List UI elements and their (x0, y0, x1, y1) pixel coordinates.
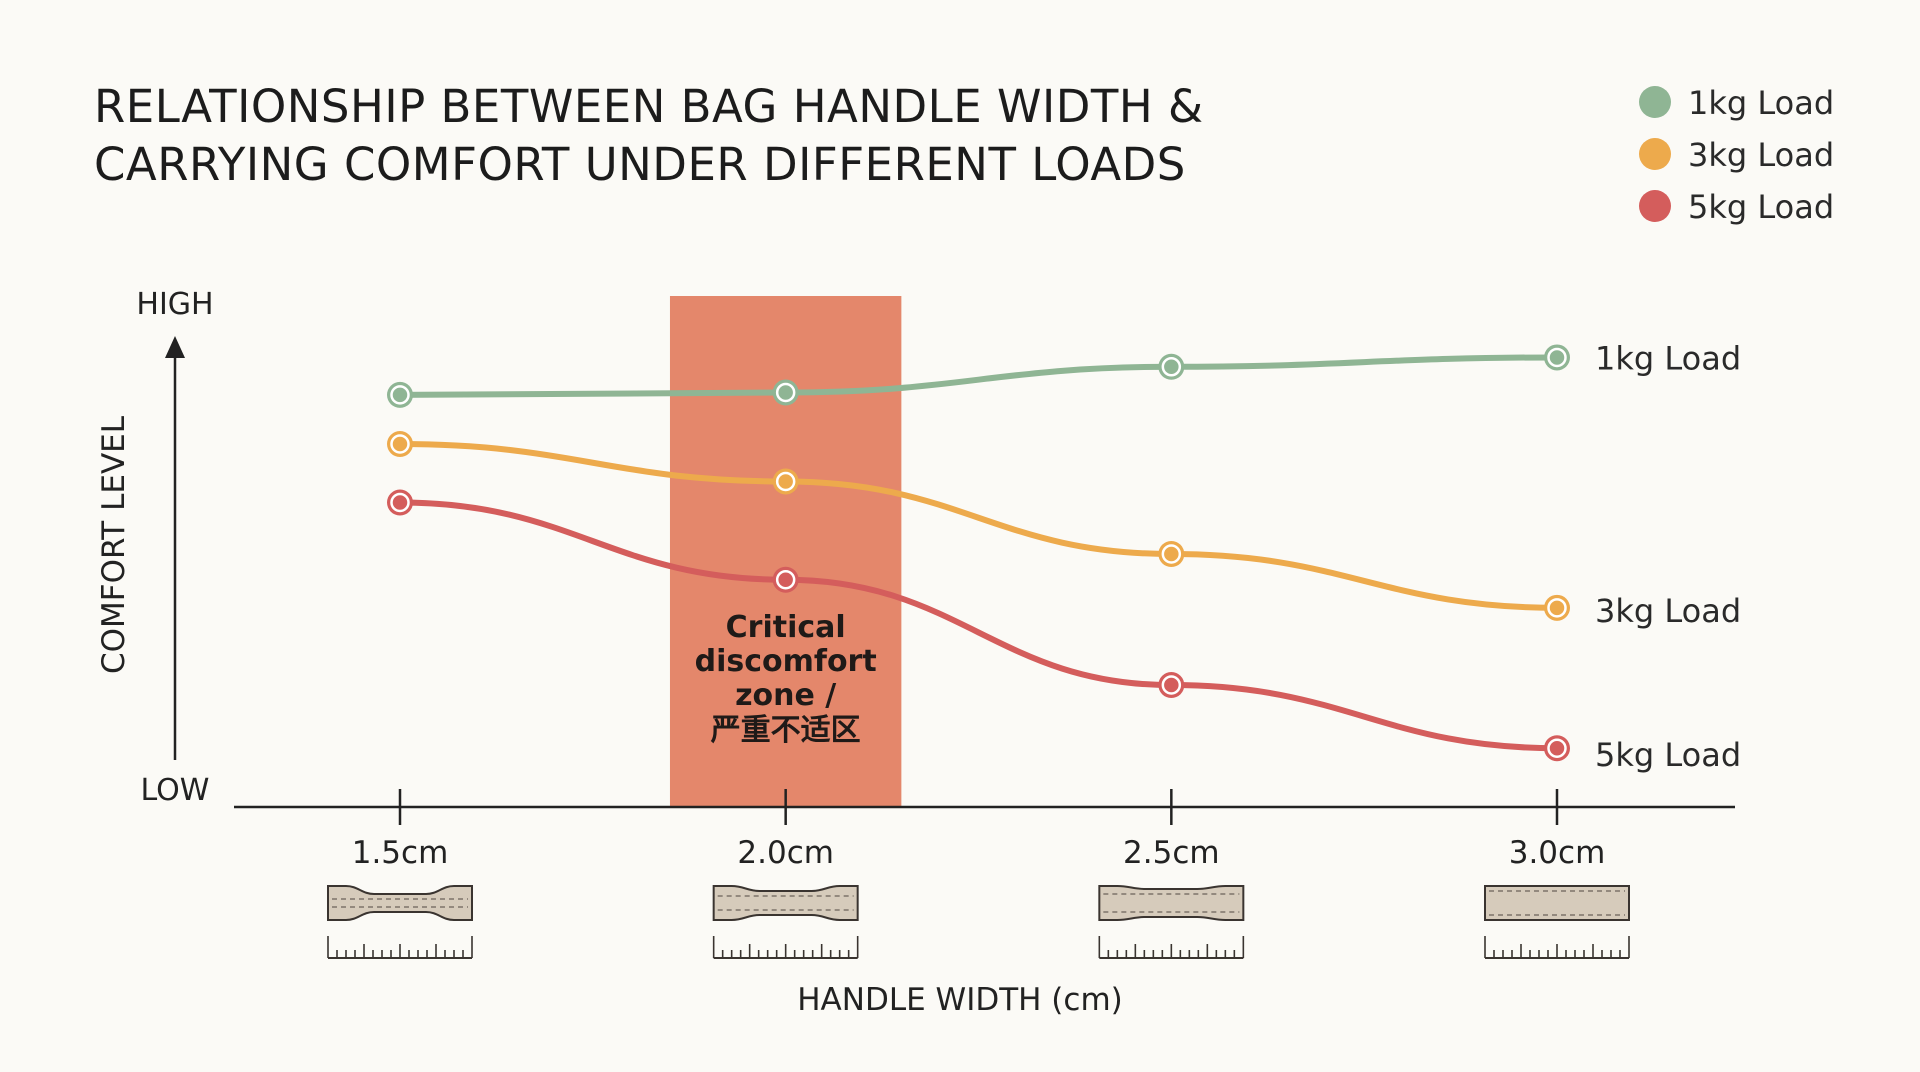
x-tick-label: 1.5cm (352, 835, 449, 871)
legend-label-3kg: 3kg Load (1688, 136, 1834, 174)
x-tick-label: 2.5cm (1123, 835, 1220, 871)
ruler-icon (712, 936, 859, 959)
data-point-ring (775, 471, 796, 492)
handle-illustrations (327, 885, 1630, 959)
legend: 1kg Load 3kg Load 5kg Load (1639, 84, 1834, 226)
critical-zone-label: Critical discomfort zone / 严重不适区 (695, 610, 877, 748)
handle-strap-icon (712, 885, 859, 921)
series-end-label-1kg-load: 1kg Load (1595, 339, 1741, 377)
y-axis: HIGH LOW COMFORT LEVEL (96, 287, 214, 808)
x-axis-title: HANDLE WIDTH (cm) (797, 982, 1123, 1018)
data-point-ring (1161, 675, 1182, 695)
critical-zone-text-line-3: zone / (735, 678, 836, 713)
series-line-5kg-load (397, 499, 1560, 752)
legend-swatch-5kg (1639, 190, 1671, 222)
handle-strap-icon (1484, 885, 1630, 922)
data-point-ring (390, 385, 410, 405)
y-axis-arrowhead (165, 336, 185, 358)
ruler-icon (327, 936, 473, 959)
legend-swatch-1kg (1639, 86, 1671, 118)
data-point-ring (390, 492, 410, 513)
chart-title-line-2: CARRYING COMFORT UNDER DIFFERENT LOADS (94, 138, 1186, 191)
series-end-labels: 1kg Load 3kg Load 5kg Load (1595, 339, 1741, 774)
y-axis-title: COMFORT LEVEL (96, 415, 132, 674)
critical-zone-text-line-4: 严重不适区 (711, 713, 861, 748)
x-ticks: 1.5cm 2.0cm 2.5cm 3.0cm (352, 789, 1606, 871)
data-point-ring (390, 434, 410, 454)
legend-label-1kg: 1kg Load (1688, 84, 1834, 122)
data-point-ring (1161, 544, 1182, 564)
data-point-ring (1161, 357, 1182, 377)
y-axis-high-label: HIGH (136, 287, 213, 322)
data-point-ring (775, 382, 796, 403)
ruler-icon (1484, 936, 1630, 959)
critical-zone-text-line-1: Critical (726, 610, 846, 645)
data-point-ring (1547, 738, 1567, 758)
critical-zone-text-line-2: discomfort (695, 644, 877, 679)
chart-title-line-1: RELATIONSHIP BETWEEN BAG HANDLE WIDTH & (94, 80, 1204, 133)
legend-swatch-3kg (1639, 138, 1671, 170)
x-tick-label: 3.0cm (1509, 835, 1606, 871)
data-point-ring (775, 569, 796, 590)
x-axis: HANDLE WIDTH (cm) (234, 805, 1735, 1018)
series-lines (397, 354, 1560, 752)
series-line-3kg-load (397, 441, 1560, 611)
handle-strap-icon (1098, 885, 1245, 921)
data-point-ring (1547, 598, 1567, 618)
series-end-label-3kg-load: 3kg Load (1595, 592, 1741, 630)
y-axis-low-label: LOW (141, 773, 210, 808)
series-line-1kg-load (397, 354, 1560, 398)
handle-strap-icon (327, 885, 473, 921)
series-end-label-5kg-load: 5kg Load (1595, 736, 1741, 774)
data-point-ring (1547, 347, 1567, 368)
x-tick-label: 2.0cm (737, 835, 834, 871)
legend-label-5kg: 5kg Load (1688, 188, 1834, 226)
series-points (387, 344, 1570, 762)
ruler-icon (1098, 936, 1245, 959)
